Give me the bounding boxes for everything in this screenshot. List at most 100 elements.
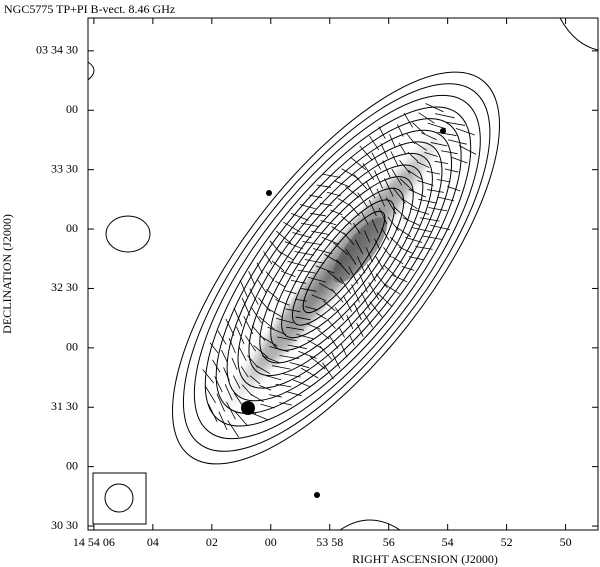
b-vector — [275, 299, 290, 306]
b-vector — [420, 132, 437, 141]
b-vector — [359, 145, 373, 161]
b-vector — [447, 139, 467, 145]
contour — [193, 94, 481, 440]
b-vector — [364, 230, 371, 243]
b-vector — [445, 121, 465, 126]
b-vector — [451, 157, 468, 164]
b-vector — [317, 329, 330, 340]
b-vector — [294, 251, 315, 256]
b-vector — [400, 197, 418, 210]
b-vector — [405, 132, 416, 145]
b-vector — [253, 345, 269, 358]
b-vector — [217, 330, 227, 345]
b-vector — [395, 226, 412, 238]
b-vector — [311, 294, 327, 302]
b-vector — [436, 179, 451, 183]
b-vector — [275, 383, 292, 388]
b-vector — [359, 273, 368, 293]
contour — [172, 71, 500, 465]
b-vector — [357, 192, 368, 208]
b-vector — [284, 290, 297, 295]
b-vector — [361, 292, 371, 311]
b-vector — [322, 362, 334, 380]
b-vector — [265, 271, 275, 281]
b-vector — [427, 189, 444, 193]
x-tick-label: 14 54 06 — [73, 535, 115, 549]
b-vector — [266, 307, 283, 318]
b-vector — [225, 318, 235, 336]
b-vector — [277, 336, 297, 342]
b-vector — [407, 151, 419, 162]
b-vector — [280, 270, 296, 278]
b-vector — [342, 295, 353, 312]
plot-area — [87, 17, 599, 531]
contour — [215, 118, 462, 414]
b-vector — [305, 306, 317, 311]
b-vector — [391, 168, 403, 186]
source — [314, 492, 320, 498]
emission-core — [333, 217, 387, 283]
b-vector — [214, 376, 223, 393]
contour — [182, 83, 491, 452]
b-vector — [352, 222, 361, 234]
b-vector — [205, 386, 216, 404]
b-vector — [357, 256, 366, 274]
b-vector — [301, 288, 317, 292]
b-vector — [409, 208, 430, 215]
b-vector — [259, 385, 272, 391]
b-vector — [295, 316, 311, 321]
x-tick-label: 02 — [206, 535, 218, 549]
b-vector — [223, 367, 230, 381]
b-vector — [300, 367, 319, 379]
b-vector — [376, 292, 392, 307]
b-vector — [380, 143, 389, 159]
b-vector — [345, 186, 360, 198]
b-vector — [419, 217, 440, 222]
y-tick-label: 03 34 30 — [36, 43, 78, 57]
b-vector — [258, 316, 275, 330]
contour — [87, 61, 95, 81]
b-vector — [315, 312, 327, 320]
b-vector — [403, 112, 414, 128]
b-vector — [430, 142, 448, 147]
b-vector — [291, 213, 309, 221]
b-vector — [207, 403, 218, 422]
b-vector — [309, 356, 326, 370]
b-vector — [248, 271, 256, 286]
b-vector — [226, 401, 236, 420]
y-tick-label: 31 30 — [51, 399, 78, 413]
b-vector — [341, 216, 352, 225]
b-vector — [383, 247, 392, 258]
contour — [204, 106, 472, 427]
b-vector — [224, 384, 233, 401]
b-vector — [405, 236, 423, 243]
b-vector — [354, 239, 364, 254]
b-vector — [415, 246, 433, 250]
b-vector — [287, 260, 306, 267]
b-vector — [316, 184, 332, 188]
b-vector — [284, 241, 304, 250]
b-vector — [437, 131, 457, 136]
b-vector — [241, 297, 251, 316]
b-vector — [286, 326, 304, 331]
contour — [259, 164, 424, 364]
b-vector — [447, 186, 461, 192]
b-vector — [319, 202, 333, 206]
b-vector — [440, 150, 458, 155]
b-vector — [375, 273, 388, 289]
b-vector — [381, 227, 390, 241]
b-vector — [362, 162, 375, 180]
b-vector — [305, 323, 321, 330]
b-vector — [256, 262, 263, 274]
b-vector — [292, 379, 311, 388]
b-vector — [398, 142, 407, 155]
b-vector — [323, 173, 341, 178]
b-vector — [437, 196, 455, 202]
b-vector — [319, 345, 333, 360]
b-vector — [257, 279, 267, 293]
b-vector — [312, 248, 333, 255]
b-vector — [434, 113, 455, 119]
b-vector — [339, 276, 352, 294]
b-vector — [327, 270, 343, 284]
b-vector — [390, 151, 399, 167]
